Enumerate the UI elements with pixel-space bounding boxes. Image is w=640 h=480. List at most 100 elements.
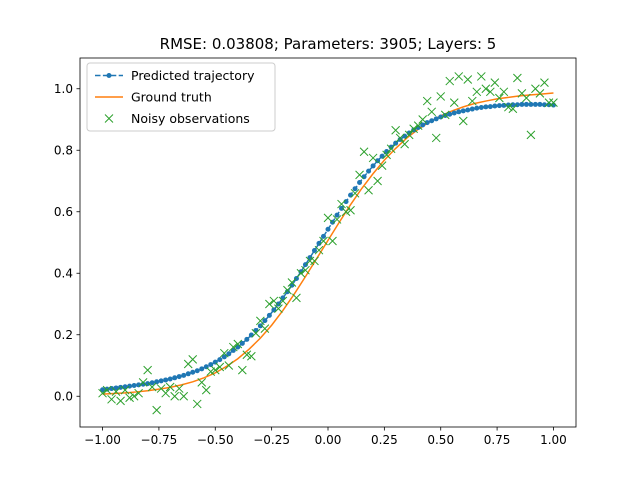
noisy-observation-point (504, 102, 513, 112)
y-tick-label: 0.6 (54, 205, 73, 219)
x-tick-label: −0.25 (253, 433, 290, 447)
noisy-observation-point (513, 73, 522, 83)
noisy-observation-point (413, 121, 423, 131)
noisy-observation-point (107, 394, 116, 404)
noisy-observation-point (197, 378, 207, 387)
x-tick-label: 0.25 (371, 433, 398, 447)
noisy-observation-point (206, 367, 216, 377)
y-tick-label: 0.4 (54, 266, 73, 280)
predicted-point (474, 105, 480, 111)
predicted-point (433, 116, 439, 122)
noisy-observation-point (404, 130, 414, 140)
y-tick-label: 1.0 (54, 82, 73, 96)
noisy-observation-point (129, 391, 139, 401)
noisy-observation-point (373, 176, 382, 186)
noisy-observation-point (251, 328, 261, 338)
noisy-observation-point (458, 116, 468, 126)
legend-noisy-label: Noisy observations (131, 111, 250, 126)
noisy-observation-point (224, 361, 234, 370)
noisy-observation-point (228, 342, 238, 352)
ground-truth-line (102, 92, 554, 395)
predicted-point (320, 233, 326, 239)
noisy-observation-point (233, 339, 243, 349)
predicted-point (388, 144, 394, 150)
noisy-observation-point (544, 98, 554, 107)
predicted-point (239, 340, 245, 346)
noisy-observation-point (305, 256, 315, 266)
predicted-point (244, 336, 250, 342)
predicted-point (217, 357, 223, 363)
noisy-observation-point (490, 78, 500, 87)
predicted-point (154, 379, 160, 385)
noisy-observation-point (364, 185, 373, 195)
predicted-point (167, 376, 173, 382)
noisy-observation-point (314, 245, 324, 255)
noisy-observation-point (332, 215, 342, 224)
predicted-point (456, 109, 462, 115)
predicted-point (469, 106, 475, 112)
noisy-observation-point (192, 399, 202, 409)
noisy-observation-point (386, 144, 396, 154)
noisy-observation-point (440, 110, 450, 120)
predicted-point (483, 104, 489, 110)
predicted-point (257, 323, 263, 329)
legend-predicted-marker (106, 73, 112, 78)
predicted-point (185, 371, 191, 377)
legend-ground-truth-label: Ground truth (131, 90, 212, 105)
noisy-observation-point (219, 348, 229, 358)
noisy-observation-point (278, 296, 288, 306)
noisy-observation-point (328, 236, 337, 246)
y-tick-label: 0.0 (54, 389, 73, 403)
predicted-point (163, 377, 169, 383)
noisy-observation-point (310, 256, 319, 266)
noisy-observation-point (201, 385, 211, 395)
noisy-observation-point (319, 236, 328, 246)
x-tick-label: −1.00 (84, 433, 121, 447)
noisy-observation-point (265, 299, 274, 309)
predicted-point (307, 255, 313, 261)
predicted-point (429, 118, 435, 124)
predicted-point (131, 382, 137, 388)
predicted-point (262, 318, 268, 324)
noisy-observation-point (382, 150, 391, 160)
noisy-observation-point (138, 378, 148, 387)
x-tick-label: 1.00 (540, 433, 567, 447)
noisy-observation-point (409, 124, 419, 134)
predicted-point (379, 153, 385, 159)
predicted-point (176, 374, 182, 380)
y-tick-label: 0.8 (54, 143, 73, 157)
noisy-observation-point (395, 133, 405, 143)
noisy-observation-point (111, 387, 121, 396)
chart-title: RMSE: 0.03808; Parameters: 3905; Layers:… (160, 35, 497, 53)
noisy-observation-point (274, 304, 283, 313)
predicted-point (266, 312, 272, 318)
noisy-observation-point (215, 362, 225, 372)
noisy-observation-point (355, 170, 364, 180)
predicted-point (100, 387, 106, 393)
predicted-point (420, 122, 426, 128)
predicted-point (248, 332, 254, 338)
noisy-observation-point (436, 92, 446, 101)
predicted-point (478, 105, 484, 111)
predicted-point (275, 301, 281, 307)
noisy-observation-point (237, 365, 247, 375)
noisy-observation-point (125, 393, 134, 403)
noisy-observation-point (116, 396, 125, 406)
noisy-observation-point (549, 98, 558, 107)
predicted-point (284, 289, 290, 295)
x-tick-label: 0.00 (315, 433, 342, 447)
predicted-point (158, 378, 164, 384)
predicted-point (172, 375, 178, 381)
noisy-observation-point (337, 199, 346, 209)
noisy-observation-point (400, 139, 410, 149)
x-tick-label: 0.50 (427, 433, 454, 447)
predicted-point (348, 192, 354, 198)
noisy-observation-point (292, 293, 301, 303)
legend: Predicted trajectory Ground truth Noisy … (86, 62, 276, 132)
predicted-point (496, 103, 502, 109)
noisy-observation-point (508, 104, 518, 114)
noisy-observation-point (174, 384, 184, 393)
predicted-point (532, 101, 538, 107)
x-tick-label: −0.50 (197, 433, 234, 447)
predicted-point (370, 163, 376, 169)
